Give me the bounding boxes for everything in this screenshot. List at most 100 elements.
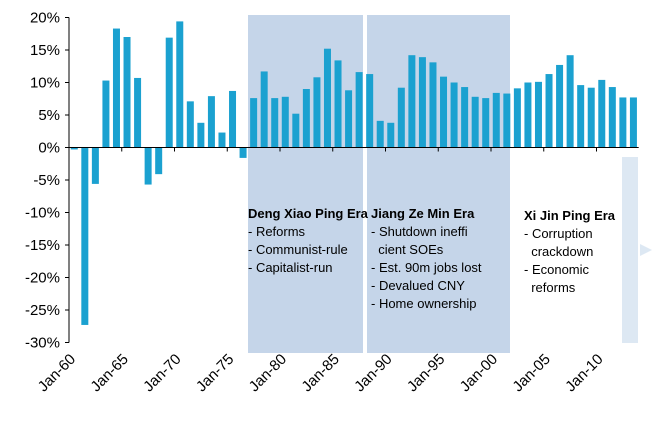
bar-1979	[271, 98, 279, 148]
y-axis-ticks: 20% 15% 10% 5% 0% -5% -10% -15% -20% -25% -30%	[25, 10, 69, 352]
bar-1965	[123, 37, 131, 148]
bar-1997	[461, 87, 469, 148]
bar-2008	[577, 85, 585, 148]
continuation-arrow	[622, 157, 652, 343]
bar-1960	[70, 147, 78, 150]
bar-1996	[450, 82, 458, 148]
bar-2007	[566, 55, 574, 148]
era-bullet: reforms	[524, 280, 576, 295]
era-bullet: - Capitalist-run	[248, 260, 333, 275]
bar-series	[70, 21, 637, 325]
bar-2012	[619, 97, 627, 148]
bar-1961	[81, 147, 89, 325]
y-tick-label: -15%	[25, 237, 60, 254]
y-tick-label: 10%	[30, 75, 60, 92]
bar-2005	[545, 74, 553, 148]
arrow-head	[640, 244, 652, 256]
x-tick-label: Jan-80	[246, 351, 290, 395]
era-bullet: - Devalued CNY	[371, 278, 465, 293]
bar-1991	[397, 87, 405, 148]
x-tick-label: Jan-75	[193, 351, 237, 395]
bar-1963	[102, 80, 110, 148]
x-tick-label: Jan-85	[298, 351, 342, 395]
y-tick-label: -30%	[25, 335, 60, 352]
bar-1994	[429, 62, 437, 148]
bar-2003	[524, 82, 532, 148]
era-bullet: - Shutdown ineffi	[371, 224, 468, 239]
era-bullet: - Communist-rule	[248, 242, 348, 257]
bar-2004	[534, 81, 542, 148]
era-title-2: Jiang Ze Min Era	[371, 206, 475, 221]
bar-1984	[323, 48, 331, 148]
bar-2002	[513, 88, 521, 148]
era-bullet: crackdown	[524, 244, 593, 259]
bar-1987	[355, 72, 363, 148]
bar-1981	[292, 113, 300, 148]
bar-1982	[302, 89, 310, 148]
era-title-1: Deng Xiao Ping Era	[248, 206, 369, 221]
era-shade-2	[367, 15, 510, 353]
bar-2000	[492, 92, 500, 148]
x-tick-label: Jan-65	[87, 351, 131, 395]
era-shaded-regions	[248, 15, 510, 353]
era-bullet: - Reforms	[248, 224, 306, 239]
bar-1974	[218, 132, 226, 148]
x-tick-label: Jan-90	[351, 351, 395, 395]
bar-1973	[207, 96, 215, 148]
y-tick-label: -10%	[25, 205, 60, 222]
bar-1972	[197, 122, 205, 148]
x-tick-label: Jan-10	[562, 351, 606, 395]
x-tick-label: Jan-05	[509, 351, 553, 395]
bar-1977	[250, 98, 258, 148]
x-tick-label: Jan-00	[457, 351, 501, 395]
y-tick-label: 15%	[30, 42, 60, 59]
bar-2001	[503, 93, 511, 148]
era-shade-1	[248, 15, 363, 353]
bar-1962	[91, 147, 99, 184]
era-annotations: Deng Xiao Ping Era - Reforms - Communist-r…	[248, 206, 616, 311]
bar-2011	[608, 87, 616, 148]
bar-2010	[598, 79, 606, 148]
bar-1966	[134, 77, 142, 148]
x-tick-label: Jan-70	[140, 351, 184, 395]
bar-1971	[186, 101, 194, 148]
bar-1978	[260, 71, 268, 148]
y-tick-label: 20%	[30, 10, 60, 27]
bar-1983	[313, 77, 321, 148]
bar-1964	[112, 28, 120, 148]
bar-1967	[144, 147, 152, 185]
bar-1992	[408, 55, 416, 148]
bar-1990	[387, 122, 395, 148]
bar-1986	[345, 90, 353, 148]
bar-1995	[440, 76, 448, 148]
bar-1998	[471, 96, 479, 148]
y-tick-label: -20%	[25, 270, 60, 287]
bar-1970	[176, 21, 184, 148]
era-bullet: cient SOEs	[371, 242, 444, 257]
x-tick-label: Jan-95	[404, 351, 448, 395]
bar-1993	[418, 57, 426, 148]
bar-1969	[165, 37, 173, 148]
bar-1968	[155, 147, 163, 175]
bar-1975	[229, 90, 237, 148]
era-bullet: - Est. 90m jobs lost	[371, 260, 482, 275]
bar-1976	[239, 147, 247, 158]
bar-1989	[376, 120, 384, 148]
y-tick-label: -25%	[25, 302, 60, 319]
y-tick-label: -5%	[33, 172, 60, 189]
bar-1980	[281, 96, 289, 148]
era-bullet: - Economic	[524, 262, 590, 277]
x-tick-label: Jan-60	[35, 351, 79, 395]
era-bullet: - Corruption	[524, 226, 593, 241]
bar-1999	[482, 98, 490, 148]
y-tick-label: 5%	[38, 107, 60, 124]
bar-2006	[556, 64, 564, 148]
bar-2009	[587, 87, 595, 148]
era-bullet: - Home ownership	[371, 296, 477, 311]
arrow-shaft	[622, 157, 638, 343]
bar-1988	[366, 74, 374, 148]
bar-2013	[629, 97, 637, 148]
bar-1985	[334, 60, 342, 148]
era-title-3: Xi Jin Ping Era	[524, 208, 616, 223]
